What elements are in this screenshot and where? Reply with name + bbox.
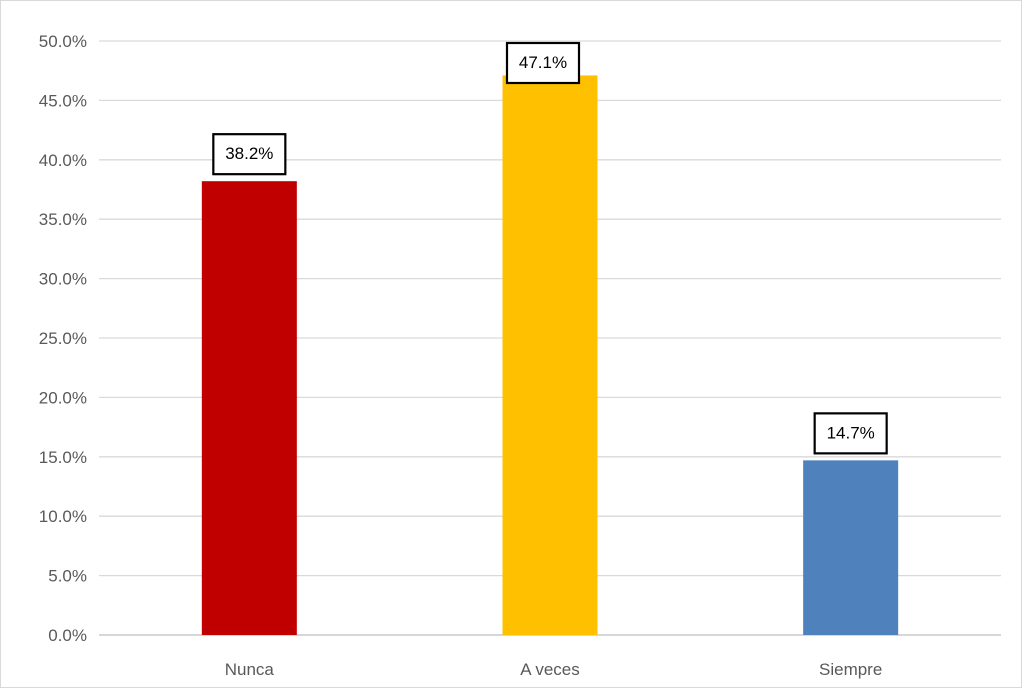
- data-label-box: [505, 41, 581, 85]
- y-tick-label: 40.0%: [39, 151, 87, 170]
- y-tick-label: 10.0%: [39, 507, 87, 526]
- bar-nunca: [201, 181, 297, 635]
- y-tick-label: 25.0%: [39, 329, 87, 348]
- x-axis-ticks: Nunca A veces Siempre: [225, 660, 883, 679]
- y-tick-label: 0.0%: [48, 626, 87, 645]
- data-label-box: [813, 412, 888, 455]
- x-tick-label: A veces: [520, 660, 580, 679]
- y-tick-label: 30.0%: [39, 270, 87, 289]
- bar-a-veces: [502, 75, 598, 635]
- y-tick-label: 45.0%: [39, 91, 87, 110]
- x-tick-label: Siempre: [819, 660, 882, 679]
- y-tick-label: 20.0%: [39, 388, 87, 407]
- x-tick-label: Nunca: [225, 660, 275, 679]
- bar-siempre: [803, 460, 899, 635]
- y-tick-label: 15.0%: [39, 448, 87, 467]
- data-label: 47.1%: [519, 53, 567, 72]
- bars: [201, 75, 899, 635]
- y-tick-label: 35.0%: [39, 210, 87, 229]
- y-axis-ticks: 0.0% 5.0% 10.0% 15.0% 20.0% 25.0% 30.0% 35.0% 40…: [39, 32, 87, 645]
- y-tick-label: 5.0%: [48, 567, 87, 586]
- y-tick-label: 50.0%: [39, 32, 87, 51]
- data-label: 14.7%: [827, 423, 875, 442]
- data-labels: 38.2% 47.1% 14.7%: [212, 41, 888, 455]
- data-label-box: [212, 133, 287, 176]
- data-label: 38.2%: [225, 144, 273, 163]
